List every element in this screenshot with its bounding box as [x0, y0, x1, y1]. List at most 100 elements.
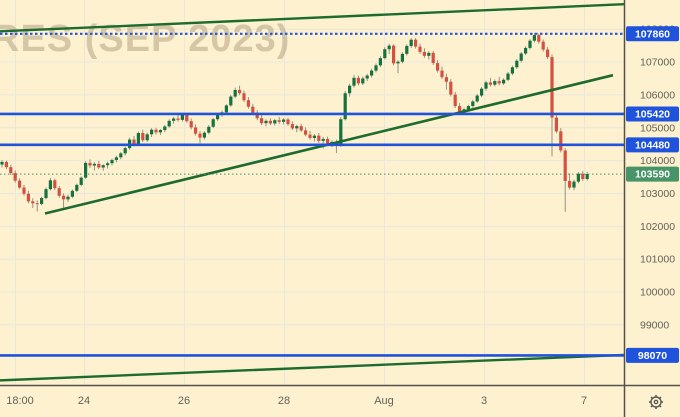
candle-down — [18, 180, 22, 188]
candle-up — [370, 70, 374, 76]
candle-down — [568, 180, 572, 188]
candle-up — [475, 95, 479, 102]
candle-up — [48, 180, 52, 190]
candle-up — [378, 58, 382, 66]
candle-up — [585, 174, 589, 179]
candle-down — [299, 126, 303, 131]
candle-up — [532, 35, 536, 41]
candle-down — [238, 89, 242, 94]
price-tick-label: 106000 — [640, 89, 675, 101]
candle-down — [550, 57, 554, 118]
candle-down — [356, 77, 360, 84]
price-badge-103590[interactable]: 103590 — [626, 166, 679, 182]
candle-up — [528, 40, 532, 48]
candle-down — [189, 121, 193, 128]
candle-up — [339, 119, 343, 146]
candle-up — [180, 114, 184, 120]
candle-up — [75, 184, 79, 191]
candle-down — [255, 112, 259, 119]
candle-down — [546, 49, 550, 58]
time-axis[interactable]: 18:00 24 26 28 Aug 3 7 — [6, 395, 587, 407]
candle-down — [26, 193, 30, 202]
candle-down — [53, 180, 57, 189]
candle-up — [114, 157, 118, 160]
lower-channel-line[interactable] — [0, 353, 624, 382]
price-badge-label: 107860 — [635, 28, 670, 40]
candle-down — [57, 188, 61, 196]
candle-down — [458, 106, 462, 112]
time-tick-label: Aug — [374, 395, 394, 407]
gear-icon[interactable] — [649, 395, 663, 409]
candle-up — [427, 52, 431, 56]
candle-up — [405, 45, 409, 54]
time-tick-label: 26 — [178, 395, 190, 407]
candle-down — [97, 163, 101, 168]
candle-up — [202, 132, 206, 138]
upper-channel-line[interactable] — [0, 3, 624, 33]
candle-up — [101, 165, 105, 168]
candle-up — [506, 73, 510, 80]
price-tick-label: 105000 — [640, 122, 675, 134]
candle-up — [282, 119, 286, 122]
candle-up — [207, 126, 211, 133]
price-badge-label: 105420 — [635, 108, 670, 120]
candle-down — [563, 150, 567, 181]
price-badge-label: 103590 — [635, 169, 670, 181]
candle-down — [554, 117, 558, 132]
price-badge-107860[interactable]: 107860 — [626, 26, 679, 42]
candle-down — [559, 131, 563, 151]
candle-down — [194, 127, 198, 134]
candle-down — [88, 162, 92, 166]
candle-up — [66, 196, 70, 200]
candle-up — [172, 118, 176, 121]
candle-up — [383, 49, 387, 59]
price-badge-98070[interactable]: 98070 — [626, 347, 679, 363]
candle-down — [414, 39, 418, 47]
candle-down — [541, 41, 545, 50]
candle-down — [392, 45, 396, 64]
candle-down — [308, 134, 312, 138]
price-tick-label: 102000 — [640, 221, 675, 233]
candle-down — [22, 187, 26, 194]
candle-up — [312, 135, 316, 138]
candle-down — [581, 173, 585, 179]
candle-up — [211, 119, 215, 127]
candle-down — [436, 63, 440, 71]
candle-up — [396, 61, 400, 64]
price-tick-label: 100000 — [640, 287, 675, 299]
candle-up — [524, 47, 528, 54]
candle-down — [154, 129, 158, 133]
candle-down — [260, 118, 264, 124]
candle-up — [409, 39, 413, 46]
price-tick-label: 104000 — [640, 155, 675, 167]
candle-down — [326, 138, 330, 144]
candle-up — [361, 78, 365, 84]
candle-up — [158, 130, 162, 133]
price-badge-label: 104480 — [635, 139, 670, 151]
candle-down — [317, 135, 321, 141]
candle-down — [304, 130, 308, 135]
time-tick-label: 24 — [78, 395, 90, 407]
candle-down — [132, 139, 136, 145]
candle-up — [123, 148, 127, 154]
candle-up — [466, 106, 470, 110]
candle-down — [453, 94, 457, 107]
candle-down — [277, 120, 281, 122]
candle-down — [268, 120, 272, 124]
price-axis[interactable]: 1080001070001060001050001040001030001020… — [626, 24, 679, 363]
candle-up — [44, 189, 48, 199]
price-badge-105420[interactable]: 105420 — [626, 106, 679, 122]
time-tick-label: 18:00 — [6, 395, 34, 407]
candle-down — [431, 52, 435, 64]
candle-up — [119, 153, 123, 158]
candle-down — [141, 133, 145, 141]
candle-up — [365, 75, 369, 79]
candle-down — [418, 46, 422, 52]
candle-up — [216, 114, 220, 120]
price-badge-104480[interactable]: 104480 — [626, 137, 679, 153]
price-levels[interactable] — [0, 32, 624, 357]
candle-down — [13, 173, 17, 181]
candle-down — [246, 100, 250, 107]
